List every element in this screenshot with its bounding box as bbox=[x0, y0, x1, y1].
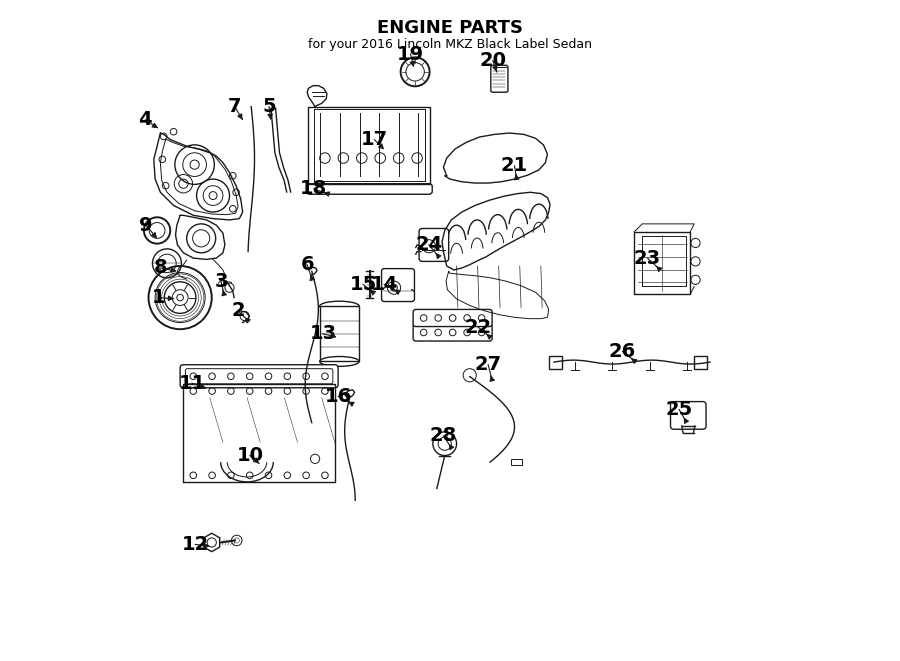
Bar bbox=[549, 356, 562, 369]
Text: 4: 4 bbox=[139, 110, 152, 130]
Text: for your 2016 Lincoln MKZ Black Label Sedan: for your 2016 Lincoln MKZ Black Label Se… bbox=[308, 38, 592, 51]
FancyBboxPatch shape bbox=[180, 365, 338, 388]
Text: 26: 26 bbox=[608, 342, 636, 361]
Text: 18: 18 bbox=[300, 180, 328, 198]
FancyBboxPatch shape bbox=[670, 402, 706, 429]
Text: ENGINE PARTS: ENGINE PARTS bbox=[377, 19, 523, 37]
Text: 15: 15 bbox=[349, 275, 377, 294]
Text: 27: 27 bbox=[474, 355, 501, 374]
Text: 17: 17 bbox=[361, 130, 388, 149]
Text: 5: 5 bbox=[262, 97, 275, 116]
Text: 21: 21 bbox=[501, 157, 528, 175]
FancyBboxPatch shape bbox=[419, 229, 449, 261]
FancyBboxPatch shape bbox=[413, 309, 492, 327]
Text: 9: 9 bbox=[140, 215, 153, 235]
Text: 13: 13 bbox=[310, 325, 337, 343]
Text: 23: 23 bbox=[634, 249, 661, 268]
Text: 24: 24 bbox=[415, 235, 443, 254]
Bar bbox=[320, 306, 359, 362]
Text: 1: 1 bbox=[152, 288, 166, 307]
Text: 16: 16 bbox=[325, 387, 352, 406]
Text: 7: 7 bbox=[228, 97, 241, 116]
FancyBboxPatch shape bbox=[382, 268, 415, 301]
Text: 25: 25 bbox=[665, 400, 693, 419]
Text: 12: 12 bbox=[182, 535, 209, 554]
Text: 20: 20 bbox=[480, 51, 507, 70]
Bar bbox=[694, 356, 706, 369]
Text: 10: 10 bbox=[237, 446, 264, 465]
Text: 8: 8 bbox=[154, 258, 167, 278]
FancyBboxPatch shape bbox=[413, 324, 492, 341]
Text: 3: 3 bbox=[214, 272, 228, 291]
Text: 2: 2 bbox=[231, 301, 245, 320]
Text: 11: 11 bbox=[178, 373, 205, 393]
Text: 14: 14 bbox=[371, 275, 398, 294]
Text: 22: 22 bbox=[464, 318, 492, 336]
Bar bbox=[510, 459, 522, 465]
Text: 6: 6 bbox=[301, 255, 314, 274]
Text: 28: 28 bbox=[430, 426, 457, 446]
Ellipse shape bbox=[320, 301, 359, 311]
Text: 19: 19 bbox=[397, 44, 424, 63]
